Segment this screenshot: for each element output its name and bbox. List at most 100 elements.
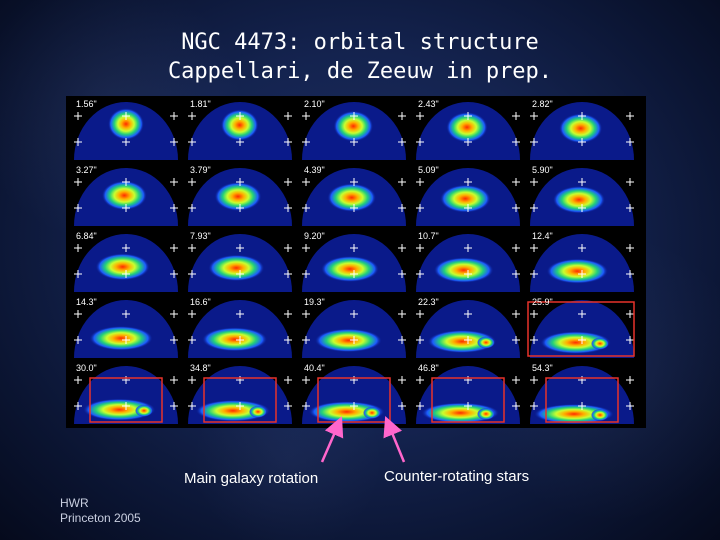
panel-radius-label: 30.0": [76, 363, 97, 373]
axis-tick-mark: [578, 112, 586, 120]
counter-rotating-density: [249, 405, 267, 418]
axis-tick-mark: [74, 336, 82, 344]
main-orbit-density: [327, 183, 377, 212]
orbit-panel: 12.4": [526, 230, 638, 294]
axis-tick-mark: [74, 376, 82, 384]
panel-radius-label: 16.6": [190, 297, 211, 307]
panel-plot: [74, 102, 178, 160]
axis-tick-mark: [170, 178, 178, 186]
panel-radius-label: 40.4": [304, 363, 325, 373]
axis-tick-mark: [236, 204, 244, 212]
panel-plot: [74, 234, 178, 292]
axis-tick-mark: [464, 112, 472, 120]
axis-tick-mark: [122, 112, 130, 120]
axis-tick-mark: [350, 112, 358, 120]
axis-tick-mark: [530, 112, 538, 120]
axis-tick-mark: [350, 402, 358, 410]
panel-plot: [188, 366, 292, 424]
axis-tick-mark: [578, 310, 586, 318]
axis-tick-mark: [512, 310, 520, 318]
axis-tick-mark: [464, 310, 472, 318]
axis-tick-mark: [350, 336, 358, 344]
axis-tick-mark: [236, 244, 244, 252]
panel-plot: [302, 234, 406, 292]
axis-tick-mark: [188, 402, 196, 410]
axis-tick-mark: [398, 112, 406, 120]
axis-tick-mark: [626, 376, 634, 384]
panel-radius-label: 9.20": [304, 231, 325, 241]
axis-tick-mark: [464, 402, 472, 410]
axis-tick-mark: [578, 244, 586, 252]
axis-tick-mark: [530, 244, 538, 252]
axis-tick-mark: [512, 138, 520, 146]
axis-tick-mark: [350, 244, 358, 252]
main-orbit-density: [208, 254, 265, 282]
axis-tick-mark: [236, 402, 244, 410]
axis-tick-mark: [512, 204, 520, 212]
axis-tick-mark: [578, 138, 586, 146]
main-orbit-density: [446, 112, 488, 143]
axis-tick-mark: [512, 112, 520, 120]
orbit-panel: 40.4": [298, 362, 410, 426]
panel-radius-label: 22.3": [418, 297, 439, 307]
orbit-panel: 4.39": [298, 164, 410, 228]
axis-tick-mark: [626, 204, 634, 212]
panel-radius-label: 19.3": [304, 297, 325, 307]
axis-tick-mark: [398, 310, 406, 318]
axis-tick-mark: [398, 244, 406, 252]
panel-plot: [188, 168, 292, 226]
axis-tick-mark: [74, 270, 82, 278]
axis-tick-mark: [188, 204, 196, 212]
axis-tick-mark: [236, 310, 244, 318]
axis-tick-mark: [122, 402, 130, 410]
axis-tick-mark: [302, 112, 310, 120]
axis-tick-mark: [512, 402, 520, 410]
axis-tick-mark: [122, 336, 130, 344]
main-orbit-density: [321, 256, 379, 282]
axis-tick-mark: [416, 244, 424, 252]
axis-tick-mark: [398, 138, 406, 146]
main-orbit-density: [559, 113, 603, 144]
orbit-panel: 25.9": [526, 296, 638, 360]
counter-rotating-density: [591, 337, 609, 350]
axis-tick-mark: [170, 336, 178, 344]
orbit-panel: 5.09": [412, 164, 524, 228]
panel-radius-label: 7.93": [190, 231, 211, 241]
axis-tick-mark: [578, 204, 586, 212]
panel-radius-label: 14.3": [76, 297, 97, 307]
orbit-panel: 5.90": [526, 164, 638, 228]
panel-radius-label: 5.09": [418, 165, 439, 175]
panel-plot: [74, 168, 178, 226]
axis-tick-mark: [236, 178, 244, 186]
highlight-box: [89, 377, 163, 423]
axis-tick-mark: [302, 336, 310, 344]
main-orbit-density: [101, 180, 147, 211]
counter-rotating-density: [477, 407, 495, 420]
slide-title: NGC 4473: orbital structure Cappellari, …: [0, 28, 720, 86]
panel-plot: [530, 366, 634, 424]
axis-tick-mark: [122, 270, 130, 278]
panel-radius-label: 10.7": [418, 231, 439, 241]
main-orbit-density: [220, 109, 259, 141]
panel-plot: [74, 300, 178, 358]
axis-tick-mark: [302, 244, 310, 252]
axis-tick-mark: [530, 270, 538, 278]
axis-tick-mark: [350, 310, 358, 318]
axis-tick-mark: [284, 270, 292, 278]
orbit-panel: 3.79": [184, 164, 296, 228]
axis-tick-mark: [464, 178, 472, 186]
panel-plot: [302, 300, 406, 358]
axis-tick-mark: [170, 310, 178, 318]
panel-plot: [188, 300, 292, 358]
main-orbit-density: [214, 182, 262, 211]
axis-tick-mark: [626, 270, 634, 278]
counter-rotating-density: [135, 404, 153, 417]
main-orbit-density: [333, 110, 374, 142]
axis-tick-mark: [464, 138, 472, 146]
axis-tick-mark: [398, 204, 406, 212]
axis-tick-mark: [512, 376, 520, 384]
axis-tick-mark: [530, 376, 538, 384]
panel-plot: [188, 234, 292, 292]
highlight-box: [545, 377, 619, 423]
main-orbit-density: [108, 108, 144, 140]
